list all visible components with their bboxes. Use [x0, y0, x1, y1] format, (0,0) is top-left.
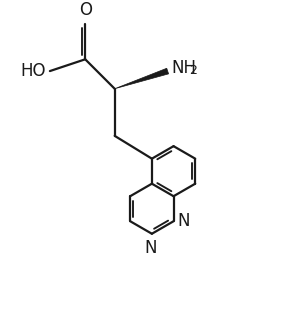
Text: HO: HO: [20, 62, 46, 80]
Text: NH: NH: [171, 59, 196, 77]
Text: N: N: [177, 212, 190, 230]
Text: N: N: [144, 239, 157, 257]
Text: O: O: [79, 1, 92, 19]
Polygon shape: [115, 68, 169, 89]
Text: 2: 2: [189, 64, 197, 77]
